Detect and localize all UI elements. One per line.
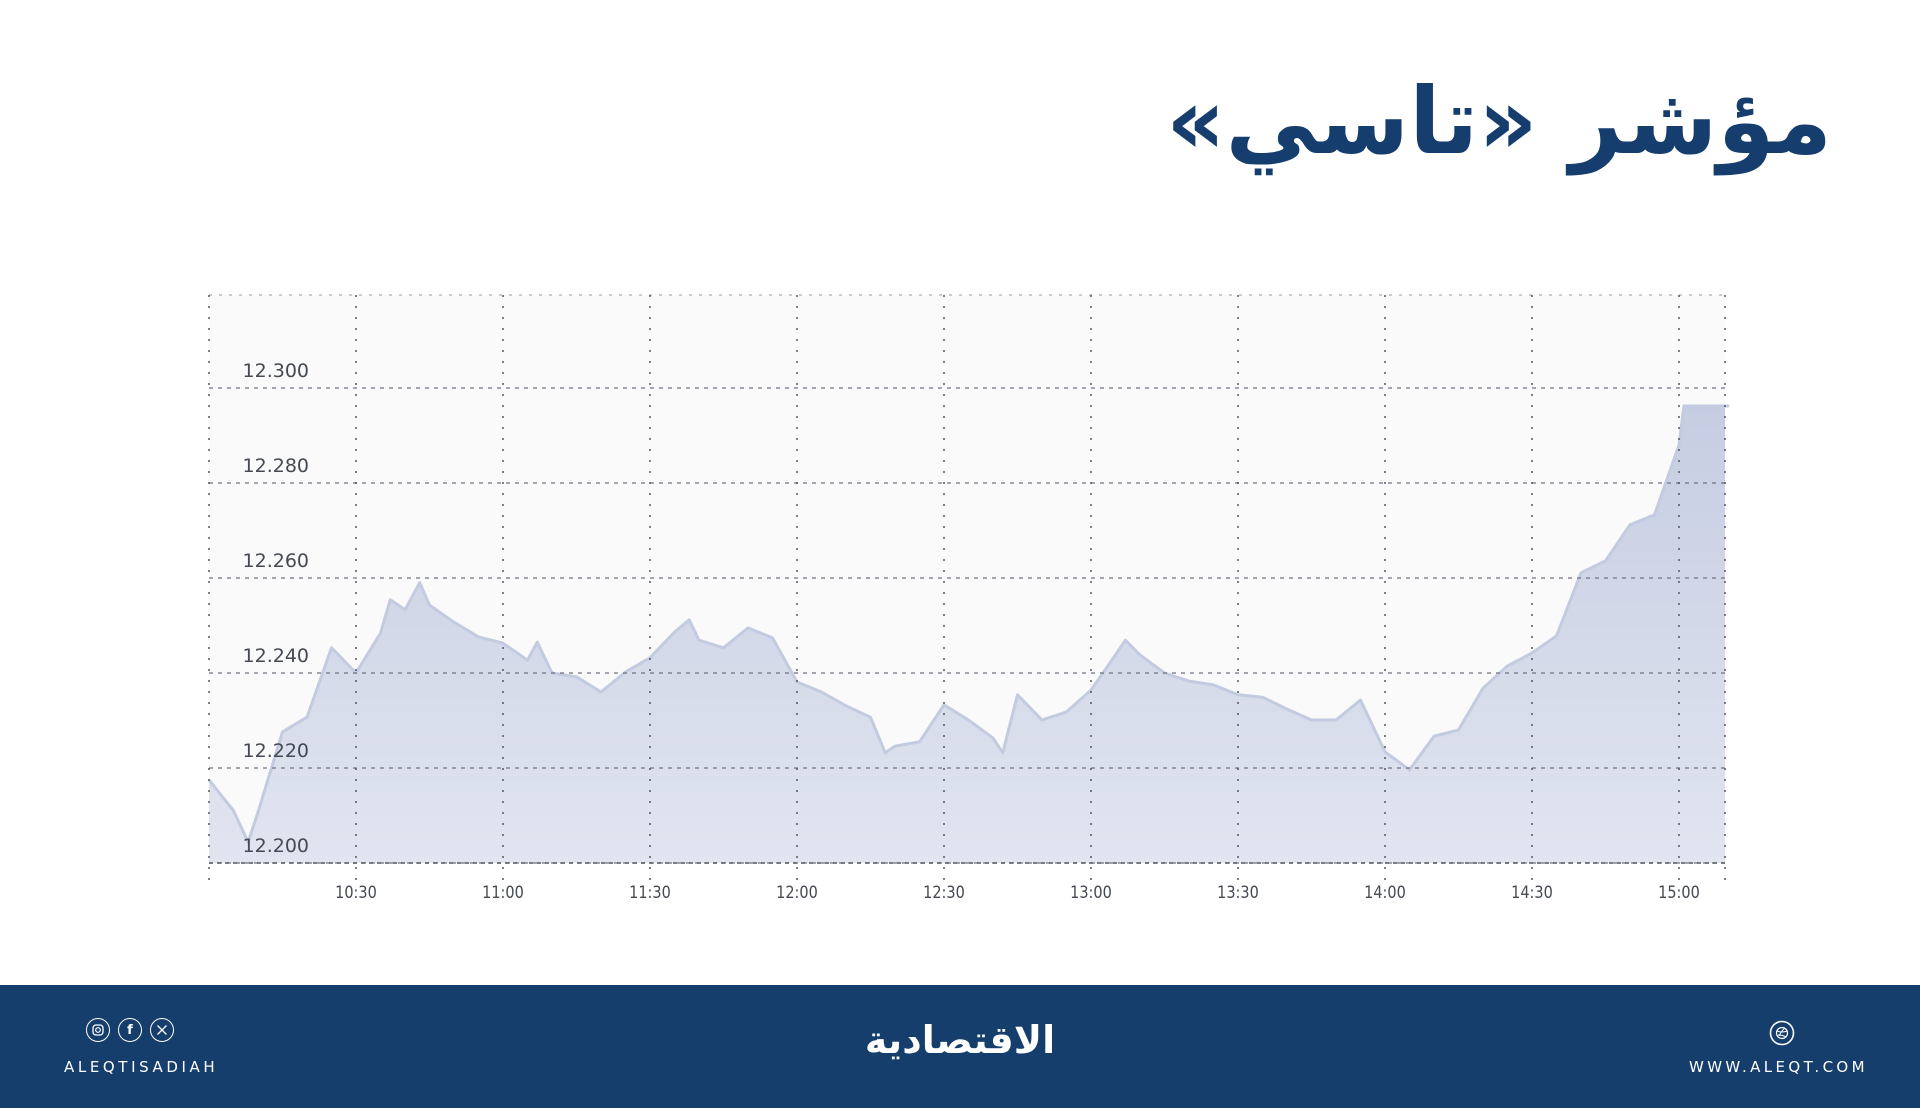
globe-icon <box>1769 1020 1795 1050</box>
footer-bar <box>0 985 1920 1108</box>
x-tick-label: 13:00 <box>1070 883 1112 903</box>
instagram-icon[interactable] <box>86 1018 110 1042</box>
y-tick-label: 12.280 <box>242 455 309 477</box>
area-fill <box>209 406 1728 863</box>
social-links: f <box>86 1018 174 1042</box>
y-tick-label: 12.200 <box>242 835 309 857</box>
facebook-icon[interactable]: f <box>118 1018 142 1042</box>
chart-plot <box>207 294 1730 881</box>
x-tick-label: 14:30 <box>1511 883 1553 903</box>
x-tick-label: 12:30 <box>923 883 965 903</box>
y-tick-label: 12.220 <box>242 740 309 762</box>
x-tick-label: 11:00 <box>482 883 524 903</box>
price-line <box>207 404 1730 844</box>
page-title: مؤشر «تاسي» <box>1166 68 1834 175</box>
x-tick-label: 12:00 <box>776 883 818 903</box>
social-handle[interactable]: ALEQTISADIAH <box>64 1058 219 1076</box>
x-tick-label: 15:00 <box>1658 883 1700 903</box>
x-tick-label: 10:30 <box>335 883 377 903</box>
website-link[interactable]: WWW.ALEQT.COM <box>1688 1058 1868 1076</box>
brand-logo: الاقتصادية <box>864 1018 1056 1062</box>
x-tick-label: 13:30 <box>1217 883 1259 903</box>
x-twitter-icon[interactable] <box>150 1018 174 1042</box>
x-tick-label: 11:30 <box>629 883 671 903</box>
x-tick-label: 14:00 <box>1364 883 1406 903</box>
tasi-chart: 12.300 12.280 12.260 12.240 12.220 12.200 10:… <box>207 294 1730 903</box>
y-tick-label: 12.260 <box>242 550 309 572</box>
y-tick-label: 12.300 <box>242 360 309 382</box>
y-tick-label: 12.240 <box>242 645 309 667</box>
